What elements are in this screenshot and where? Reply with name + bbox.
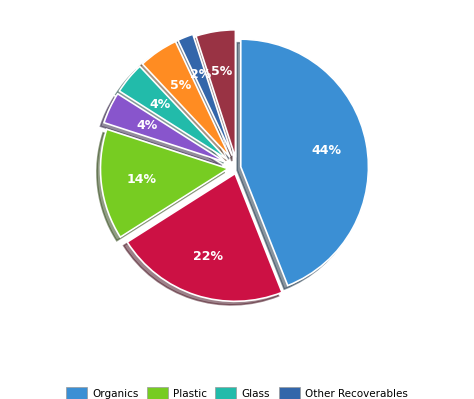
Wedge shape bbox=[142, 41, 230, 157]
Text: 14%: 14% bbox=[127, 173, 157, 186]
Text: 2%: 2% bbox=[190, 69, 211, 81]
Wedge shape bbox=[119, 66, 227, 160]
Wedge shape bbox=[178, 34, 232, 156]
Legend: Organics, Paper, Plastic, Metal, Glass, Wood, Other Recoverables, Others: Organics, Paper, Plastic, Metal, Glass, … bbox=[63, 384, 411, 399]
Text: 4%: 4% bbox=[150, 98, 171, 111]
Wedge shape bbox=[196, 30, 236, 158]
Text: 4%: 4% bbox=[136, 119, 157, 132]
Text: 22%: 22% bbox=[193, 250, 223, 263]
Wedge shape bbox=[104, 94, 226, 162]
Wedge shape bbox=[241, 39, 368, 286]
Wedge shape bbox=[127, 174, 282, 301]
Text: 5%: 5% bbox=[211, 65, 232, 78]
Text: 5%: 5% bbox=[170, 79, 191, 92]
Text: 44%: 44% bbox=[311, 144, 341, 157]
Wedge shape bbox=[100, 129, 228, 237]
